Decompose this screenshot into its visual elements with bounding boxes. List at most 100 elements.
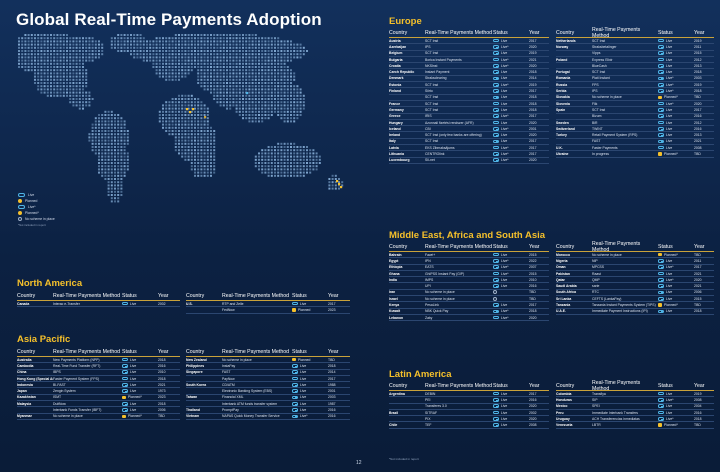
cell-country: Philippines [186,363,205,368]
cell-status: Planned* [122,414,158,418]
cell-country: China [17,370,27,375]
cell-status: Live* [658,102,694,106]
cell-method: Transfiya [592,391,606,396]
cell-method: Faster Payments [592,145,618,150]
cell-year: 2020 [529,133,537,138]
cell-method: Faster Payment System (FPS) [53,376,99,381]
cell-method: GhIPSS Instant Pay (GIP) [425,271,465,276]
live-icon [122,301,128,306]
table-europe-1: Country Real-Time Payments Method Status Ye… [389,29,549,164]
cell-status: Live* [493,158,529,162]
status-text: Live [501,416,508,421]
table-row: Estonia SCT Inst Live* 2019 [389,82,549,89]
table-row: Croatia NKSInst Live* 2020 [389,63,549,70]
table-row: Chile TEF Live 2008 [389,422,549,429]
cell-country: Azerbaijan [389,44,407,49]
table-row: Vietnam NAPAS Quick Money Transfer Servic… [186,414,350,420]
header-year: Year [158,293,169,299]
cell-method: SITRAF [425,410,438,415]
cell-year: 2019 [529,82,537,87]
table-row: France SCT Inst Live 2018 [389,101,549,108]
table-row: Honduras SIP Live* 2008 [556,397,714,404]
cell-year: 2021 [694,139,702,144]
status-text: Live [501,38,508,43]
live-icon [493,101,499,106]
table-header: Country Real-Time Payments Method Status Ye… [556,380,714,392]
live-icon [493,76,499,81]
table-row: India IMPS Live 2010 [389,277,549,284]
header-year: Year [158,349,169,355]
cell-year: TBD [529,296,536,301]
status-text: Live* [666,89,674,94]
status-text: Live [130,363,137,368]
table-header: Country Real-Time Payments Method Status Ye… [389,243,549,252]
cell-country: Poland [556,57,568,62]
table-row: South Africa RTC Live 2006 [556,290,714,297]
status-text: Live [666,296,673,301]
cell-method: BiR [592,120,598,125]
cell-year: 2013 [694,133,702,138]
cell-country: Oman [556,265,566,270]
cell-method: SCT Inst [425,95,439,100]
cell-year: 2017 [529,145,537,150]
cell-country: Turkey [556,133,567,138]
live-icon [493,303,499,307]
status-text: Planned [298,307,311,312]
table-row: Slovakia No scheme in place Planned* TBD [556,95,714,101]
header-country: Country [389,30,408,36]
cell-method: SCT Inst [592,70,606,75]
planned-icon [658,95,662,100]
cell-country: Portugal [556,70,570,75]
live-icon [122,370,128,375]
cell-status: Live* [493,45,529,49]
cell-year: 2016 [529,397,537,402]
cell-year: 2023 [158,395,166,400]
cell-country: Peru [556,410,564,415]
cell-year: 2003 [328,395,336,400]
cell-year: 2004 [694,404,702,409]
cell-method: TWINT [592,126,603,131]
cell-year: 2010 [158,370,166,375]
live-icon [658,108,664,112]
status-text: Live [666,70,673,75]
cell-country: Chile [389,423,398,428]
status-text: Live [501,107,508,112]
cell-year: 2019 [694,82,702,87]
cell-country: Romania [556,76,571,81]
cell-year: 2016 [694,410,702,415]
header-country: Country [389,383,408,389]
cell-method: EKS Zibmaksājums [425,145,455,150]
cell-year: TBD [694,95,701,100]
cell-status: Live* [658,265,694,269]
cell-status: Live [658,290,694,294]
cell-status: Live* [493,309,529,313]
status-text: Live [666,258,673,263]
section-title-north-america: North America [17,278,83,289]
cell-status: Live [658,45,694,49]
cell-year: TBD [694,151,701,156]
cell-status: Live [122,358,158,362]
cell-year: 1988 [328,382,336,387]
header-country: Country [556,30,575,36]
status-text: Live [300,395,307,400]
cell-status: Live [658,133,694,137]
cell-status: Live [493,404,529,408]
status-text: Live [501,277,508,282]
table-row: Ethiopia EATS Live* 2007 [389,265,549,271]
cell-year: 2006 [694,290,702,295]
cell-status: Live [292,377,328,381]
cell-method: Zengin System [53,389,76,394]
cell-year: 2019 [694,38,702,43]
cell-status: Live [493,423,529,427]
cell-country: Israel [389,296,398,301]
table-row: Poland Express Elixir Live 2012 [556,57,714,64]
live-icon [658,290,664,295]
cell-year: 2011 [694,44,702,49]
status-text: Planned* [664,303,678,308]
cell-country: Switzerland [556,126,575,131]
cell-year: 2017 [694,107,702,112]
planned-icon [292,357,296,362]
cell-method: RTP and Zelle [222,301,244,306]
live-icon [122,389,128,393]
cell-year: 2017 [694,265,702,270]
